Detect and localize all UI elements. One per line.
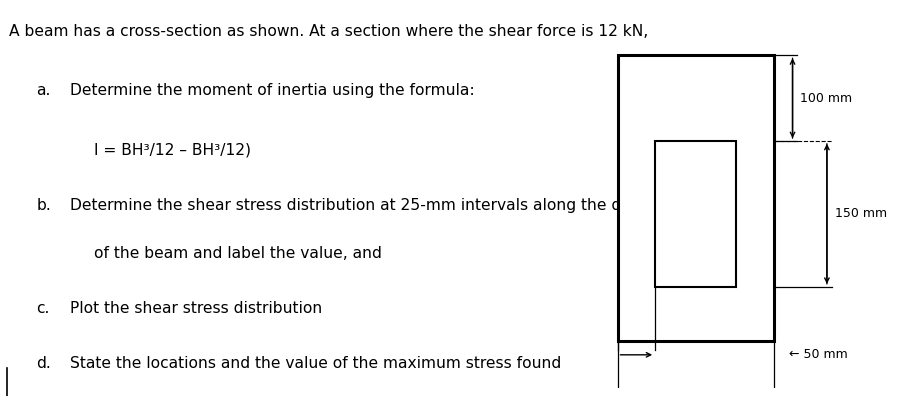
Text: a.: a. bbox=[37, 83, 51, 98]
Bar bbox=[618, 55, 774, 341]
Text: Determine the moment of inertia using the formula:: Determine the moment of inertia using th… bbox=[70, 83, 474, 98]
Text: State the locations and the value of the maximum stress found: State the locations and the value of the… bbox=[70, 356, 561, 371]
Text: of the beam and label the value, and: of the beam and label the value, and bbox=[94, 246, 382, 261]
Bar bbox=[655, 141, 736, 287]
Text: 100 mm: 100 mm bbox=[800, 92, 853, 105]
Text: b.: b. bbox=[37, 198, 51, 213]
Text: ← 50 mm: ← 50 mm bbox=[789, 348, 848, 361]
Text: d.: d. bbox=[37, 356, 51, 371]
Text: Plot the shear stress distribution: Plot the shear stress distribution bbox=[70, 301, 322, 316]
Text: 150 mm: 150 mm bbox=[834, 208, 887, 220]
Text: I = BH³/12 – BH³/12): I = BH³/12 – BH³/12) bbox=[94, 143, 251, 158]
Text: A beam has a cross-section as shown. At a section where the shear force is 12 kN: A beam has a cross-section as shown. At … bbox=[9, 24, 648, 39]
Text: Determine the shear stress distribution at 25-mm intervals along the depth: Determine the shear stress distribution … bbox=[70, 198, 656, 213]
Text: c.: c. bbox=[37, 301, 50, 316]
